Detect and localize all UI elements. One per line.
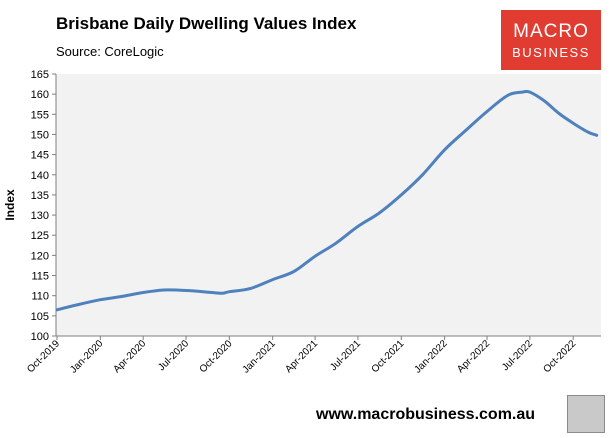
y-tick-label: 100 bbox=[31, 331, 49, 343]
series-line bbox=[55, 89, 599, 312]
x-tick-label: Oct-2020 bbox=[198, 338, 235, 375]
chart-title: Brisbane Daily Dwelling Values Index bbox=[56, 14, 357, 33]
y-tick-label: 145 bbox=[31, 150, 49, 162]
series-group bbox=[55, 89, 599, 312]
logo-line-1: MACRO bbox=[513, 21, 589, 42]
x-tick-label: Jul-2021 bbox=[328, 338, 363, 373]
y-tick-label: 105 bbox=[31, 311, 49, 323]
x-tick-label: Apr-2021 bbox=[283, 338, 320, 375]
y-tick-label: 125 bbox=[31, 230, 49, 242]
y-tick-label: 160 bbox=[31, 89, 49, 101]
y-tick-label: 155 bbox=[31, 109, 49, 121]
x-tick-label: Apr-2022 bbox=[455, 338, 492, 375]
y-axis-label: Index bbox=[3, 189, 17, 221]
x-tick-label: Jan-2020 bbox=[68, 338, 106, 376]
website-url: www.macrobusiness.com.au bbox=[316, 406, 536, 423]
y-tick-label: 150 bbox=[31, 129, 49, 141]
logo-line-2: BUSINESS bbox=[512, 45, 590, 60]
y-tick-label: 110 bbox=[31, 291, 49, 303]
y-tick-label: 140 bbox=[31, 170, 49, 182]
y-tick-label: 130 bbox=[31, 210, 49, 222]
wolf-logo-icon bbox=[567, 395, 605, 433]
chart-source: Source: CoreLogic bbox=[56, 44, 164, 59]
y-tick-label: 115 bbox=[31, 271, 49, 283]
x-tick-label: Jan-2022 bbox=[412, 338, 450, 376]
x-axis: Oct-2019 Jan-2020 Apr-2020 Jul-2020 Oct-2020… bbox=[25, 335, 601, 376]
y-tick-label: 165 bbox=[31, 69, 49, 81]
x-tick-label: Oct-2022 bbox=[541, 338, 578, 375]
x-tick-label: Oct-2021 bbox=[370, 338, 407, 375]
x-tick-label: Jan-2021 bbox=[241, 338, 279, 376]
y-axis: 100 105 110 115 120 125 130 135 140 145 150 155 160 1… bbox=[31, 69, 57, 343]
x-tick-label: Jul-2020 bbox=[156, 338, 191, 373]
y-tick-label: 120 bbox=[31, 250, 49, 262]
x-tick-label: Apr-2020 bbox=[111, 338, 148, 375]
x-tick-label: Jul-2022 bbox=[500, 338, 535, 373]
y-tick-label: 135 bbox=[31, 190, 49, 202]
macro-business-logo: MACRO BUSINESS bbox=[501, 10, 601, 70]
plot-area bbox=[56, 74, 601, 336]
x-tick-label: Oct-2019 bbox=[25, 338, 62, 375]
